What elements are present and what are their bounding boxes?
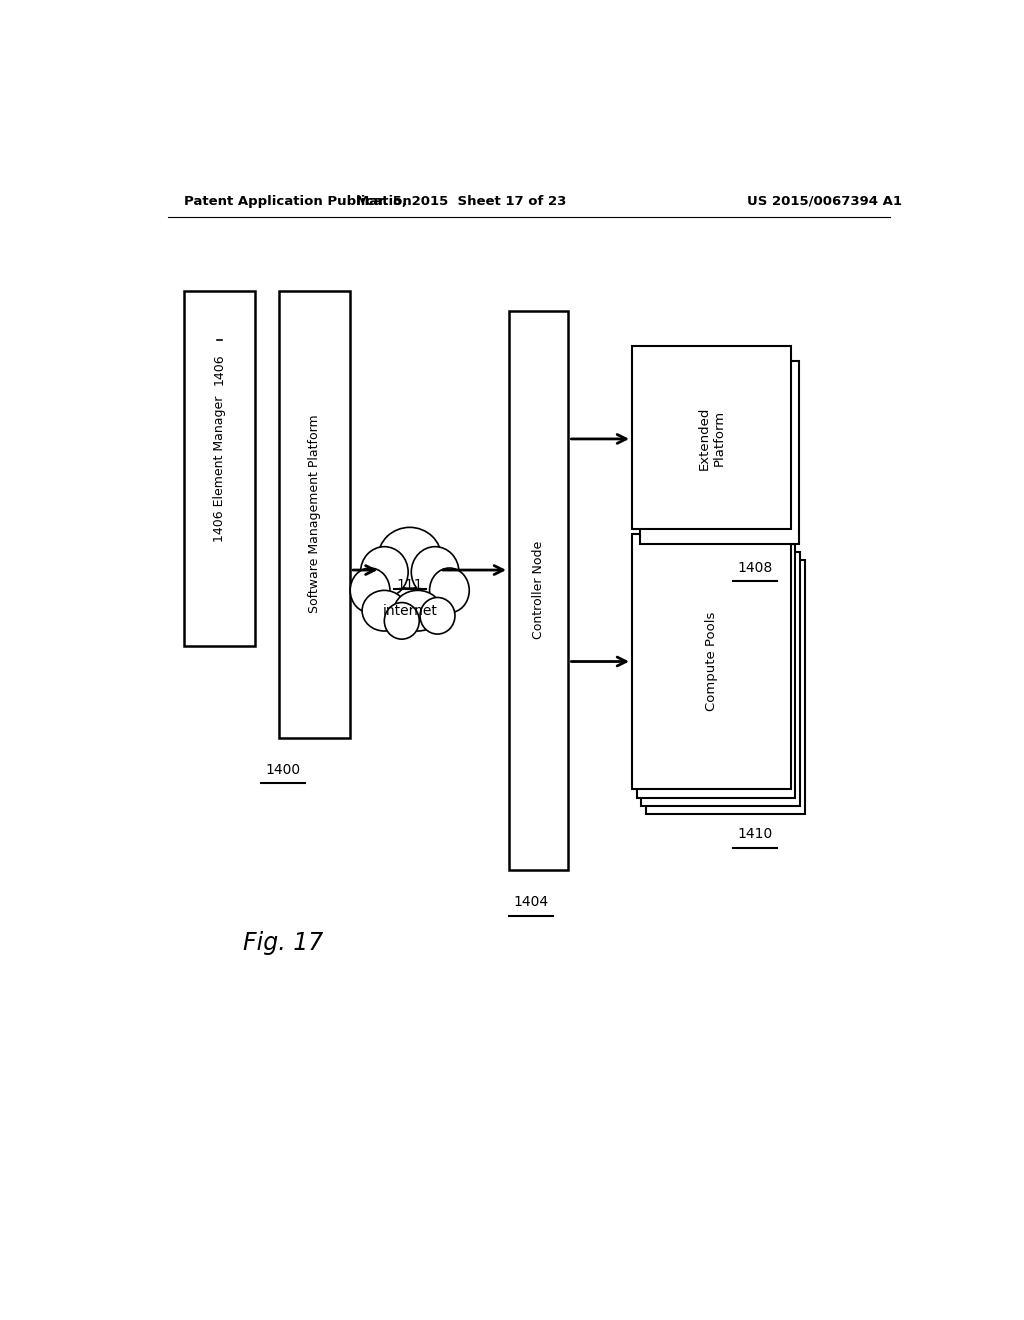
- Text: 1408: 1408: [737, 561, 772, 576]
- Text: Patent Application Publication: Patent Application Publication: [183, 194, 412, 207]
- Ellipse shape: [430, 568, 469, 612]
- Text: Fig. 17: Fig. 17: [243, 931, 323, 956]
- Text: Mar. 5, 2015  Sheet 17 of 23: Mar. 5, 2015 Sheet 17 of 23: [356, 194, 566, 207]
- Text: 1406: 1406: [213, 352, 225, 384]
- Text: 1410: 1410: [737, 828, 772, 841]
- Text: 111: 111: [396, 578, 423, 593]
- Ellipse shape: [394, 590, 441, 631]
- Ellipse shape: [412, 546, 459, 598]
- FancyBboxPatch shape: [509, 312, 568, 870]
- FancyBboxPatch shape: [279, 290, 350, 738]
- Ellipse shape: [362, 590, 407, 631]
- Ellipse shape: [378, 528, 441, 589]
- Text: 1406 Element Manager: 1406 Element Manager: [213, 395, 225, 541]
- Text: 1404: 1404: [513, 895, 548, 909]
- Text: Compute Pools: Compute Pools: [705, 612, 718, 711]
- Ellipse shape: [420, 598, 455, 634]
- FancyBboxPatch shape: [183, 290, 255, 647]
- Text: Extended
Platform: Extended Platform: [697, 407, 725, 470]
- Text: internet: internet: [382, 603, 437, 618]
- Ellipse shape: [350, 568, 390, 612]
- Text: Software Management Platform: Software Management Platform: [308, 414, 321, 614]
- Text: US 2015/0067394 A1: US 2015/0067394 A1: [748, 194, 902, 207]
- Text: Controller Node: Controller Node: [532, 541, 545, 639]
- Ellipse shape: [384, 602, 419, 639]
- FancyBboxPatch shape: [641, 552, 800, 805]
- Ellipse shape: [360, 546, 409, 598]
- FancyBboxPatch shape: [637, 544, 796, 797]
- FancyBboxPatch shape: [632, 535, 791, 788]
- FancyBboxPatch shape: [646, 560, 805, 814]
- Text: 1400: 1400: [265, 763, 300, 777]
- FancyBboxPatch shape: [640, 360, 799, 544]
- FancyBboxPatch shape: [632, 346, 791, 529]
